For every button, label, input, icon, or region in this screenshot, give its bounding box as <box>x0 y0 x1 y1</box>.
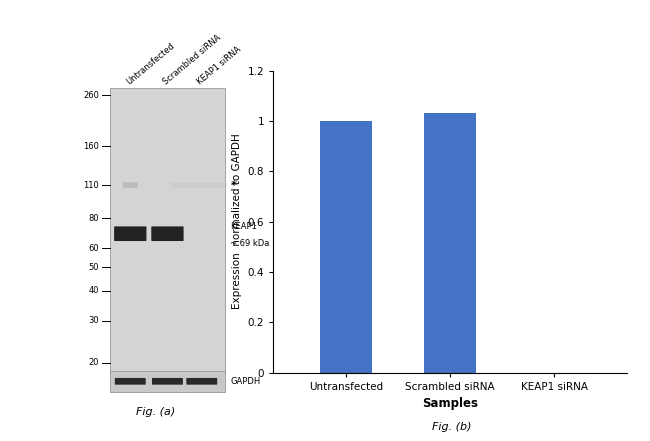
FancyBboxPatch shape <box>152 378 183 385</box>
Bar <box>111 370 225 392</box>
Text: 30: 30 <box>88 316 99 325</box>
Text: Untransfected: Untransfected <box>124 41 176 86</box>
FancyBboxPatch shape <box>172 183 232 187</box>
Text: 60: 60 <box>88 244 99 253</box>
Text: Fig. (b): Fig. (b) <box>432 422 471 432</box>
Text: GAPDH: GAPDH <box>230 377 261 386</box>
Text: 260: 260 <box>83 91 99 100</box>
Text: Scrambled siRNA: Scrambled siRNA <box>162 33 223 86</box>
Text: KEAP1: KEAP1 <box>230 222 257 232</box>
Text: Fig. (a): Fig. (a) <box>136 407 176 417</box>
Bar <box>111 88 225 374</box>
Text: 160: 160 <box>83 142 99 150</box>
Bar <box>320 121 372 373</box>
FancyBboxPatch shape <box>115 378 146 385</box>
FancyBboxPatch shape <box>123 182 138 188</box>
Text: 40: 40 <box>88 286 99 295</box>
FancyBboxPatch shape <box>151 226 183 241</box>
FancyBboxPatch shape <box>187 378 217 385</box>
Text: 110: 110 <box>83 181 99 190</box>
Text: 50: 50 <box>88 263 99 272</box>
X-axis label: Samples: Samples <box>422 397 478 410</box>
Text: KEAP1 siRNA: KEAP1 siRNA <box>196 45 243 86</box>
Bar <box>424 113 476 373</box>
Text: ~ 69 kDa: ~ 69 kDa <box>230 239 270 247</box>
Text: *: * <box>230 179 237 191</box>
Y-axis label: Expression  normalized to GAPDH: Expression normalized to GAPDH <box>232 134 242 310</box>
FancyBboxPatch shape <box>114 226 146 241</box>
Text: 80: 80 <box>88 214 99 223</box>
Text: 20: 20 <box>88 358 99 367</box>
